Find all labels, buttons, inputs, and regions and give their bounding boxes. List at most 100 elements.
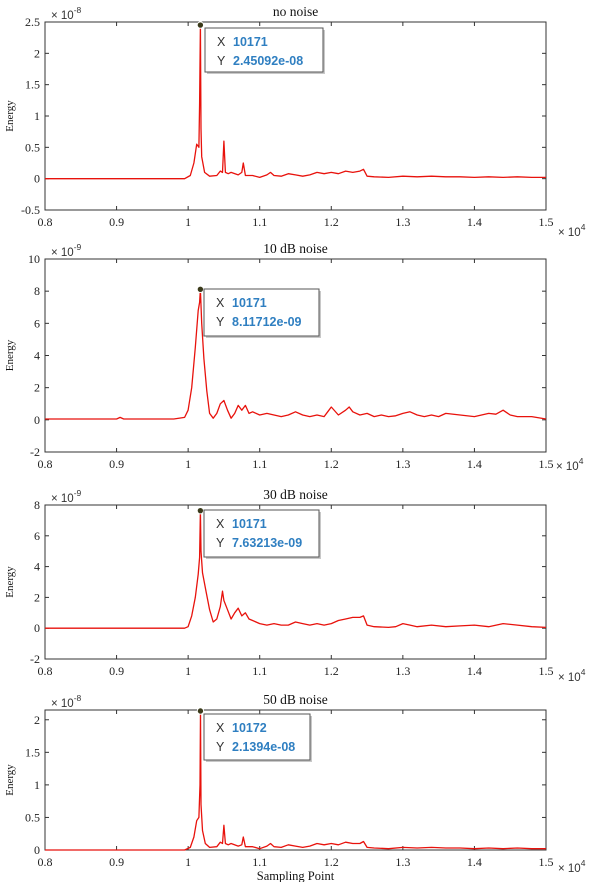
datatip-box <box>203 288 320 337</box>
x-tick-label: 0.9 <box>109 215 124 229</box>
x-exponent: × 104 <box>556 456 584 473</box>
x-tick-label: 0.8 <box>38 457 53 471</box>
plot-area <box>44 258 547 453</box>
x-tick-label: 1.3 <box>395 457 410 471</box>
y-tick-label: 1.5 <box>25 745 40 759</box>
x-tick-label: 1.3 <box>395 664 410 678</box>
series-line <box>45 24 546 180</box>
y-tick-label: 8 <box>34 284 40 298</box>
panel-2: 0.8 0.9 1 1.1 1.2 1.3 1.4 1.5 -2 0 2 4 6 8 10 10 dB noi… <box>4 241 584 473</box>
x-axis-label: Sampling Point <box>257 869 335 882</box>
x-tick-label: 1.1 <box>252 664 267 678</box>
y-axis-label: Energy <box>4 339 16 371</box>
y-exponent: × 10-9 <box>51 488 82 505</box>
datatip-x-key: X <box>216 517 225 531</box>
chart-title: 50 dB noise <box>263 692 328 707</box>
y-tick-label: 1 <box>34 109 40 123</box>
series-line <box>45 710 546 851</box>
x-tick-label: 1 <box>185 457 191 471</box>
y-tick-label: 2 <box>34 381 40 395</box>
y-tick-label: 4 <box>34 349 40 363</box>
datatip-x-value: 10171 <box>232 296 267 310</box>
datatip: X 10171 Y 7.63213e-09 <box>203 509 321 559</box>
x-tick-label: 1.4 <box>467 855 482 869</box>
x-tick-label: 1.1 <box>252 457 267 471</box>
panel-4: 0.8 0.9 1 1.1 1.2 1.3 1.4 1.5 0 0.5 1 1.5 2 50 dB noi… <box>4 692 586 882</box>
x-tick-label: 1.2 <box>324 215 339 229</box>
datatip: X 10171 Y 2.45092e-08 <box>204 27 325 74</box>
datatip-marker <box>196 21 205 29</box>
y-exponent: × 10-9 <box>51 242 82 259</box>
datatip-marker <box>196 506 205 515</box>
y-tick-label: 0 <box>34 413 40 427</box>
datatip-y-key: Y <box>217 54 226 68</box>
x-tick-label: 1 <box>185 855 191 869</box>
y-tick-label: 2 <box>34 713 40 727</box>
y-tick-label: 2.5 <box>25 15 40 29</box>
datatip-y-value: 7.63213e-09 <box>232 536 302 550</box>
datatip-y-value: 8.11712e-09 <box>232 315 302 329</box>
x-tick-label: 1.2 <box>324 664 339 678</box>
y-tick-label: 6 <box>34 529 40 543</box>
y-axis-label: Energy <box>4 100 16 132</box>
x-tick-label: 1.3 <box>395 215 410 229</box>
datatip-marker <box>196 707 205 715</box>
x-tick-label: 1.4 <box>467 664 482 678</box>
x-tick-label: 0.8 <box>38 855 53 869</box>
y-tick-label: 10 <box>28 252 40 266</box>
x-tick-label: 1.5 <box>539 855 554 869</box>
datatip-box <box>203 713 311 761</box>
chart-title: 10 dB noise <box>263 241 328 256</box>
y-tick-label: 0 <box>34 621 40 635</box>
datatip-x-value: 10172 <box>232 721 267 735</box>
x-tick-label: 1.1 <box>252 855 267 869</box>
y-tick-label: 1.5 <box>25 78 40 92</box>
y-tick-label: 2 <box>34 46 40 60</box>
x-exponent: × 104 <box>558 858 586 875</box>
datatip-x-value: 10171 <box>233 35 268 49</box>
x-tick-label: 1.5 <box>539 215 554 229</box>
x-tick-label: 0.8 <box>38 215 53 229</box>
datatip-x-value: 10171 <box>232 517 267 531</box>
x-tick-label: 0.9 <box>109 664 124 678</box>
x-tick-label: 1.2 <box>324 457 339 471</box>
panel-3: 0.8 0.9 1 1.1 1.2 1.3 1.4 1.5 -2 0 2 4 6 8 30 dB noise… <box>4 487 586 684</box>
x-tick-label: 1.3 <box>395 855 410 869</box>
y-tick-label: -2 <box>30 652 40 666</box>
datatip-y-key: Y <box>216 315 225 329</box>
y-tick-label: 0.5 <box>25 810 40 824</box>
chart-title: no noise <box>273 4 318 19</box>
panel-1: 0.8 0.9 1 1.1 1.2 1.3 1.4 1.5 -0.5 0 0.5 1 1.5 2 2.5 no… <box>4 4 586 239</box>
y-exponent: × 10-8 <box>51 5 82 22</box>
y-tick-label: -0.5 <box>21 203 40 217</box>
x-tick-label: 1.5 <box>539 457 554 471</box>
datatip-x-key: X <box>216 296 225 310</box>
y-tick-label: 0.5 <box>25 140 40 154</box>
x-exponent: × 104 <box>558 667 586 684</box>
y-tick-label: 0 <box>34 172 40 186</box>
datatip-box <box>203 509 320 558</box>
x-tick-label: 0.9 <box>109 457 124 471</box>
x-tick-label: 1.2 <box>324 855 339 869</box>
y-tick-label: 1 <box>34 778 40 792</box>
x-tick-label: 1 <box>185 664 191 678</box>
x-tick-label: 0.9 <box>109 855 124 869</box>
datatip: X 10172 Y 2.1394e-08 <box>203 713 312 762</box>
datatip-box <box>204 27 324 73</box>
y-tick-label: -2 <box>30 445 40 459</box>
datatip-y-value: 2.45092e-08 <box>233 54 303 68</box>
datatip-x-key: X <box>217 35 226 49</box>
x-tick-label: 1.1 <box>252 215 267 229</box>
datatip-y-value: 2.1394e-08 <box>232 740 295 754</box>
y-tick-label: 6 <box>34 316 40 330</box>
y-tick-label: 0 <box>34 843 40 857</box>
x-tick-label: 0.8 <box>38 664 53 678</box>
series-line <box>45 510 547 629</box>
y-axis-label: Energy <box>4 566 16 598</box>
datatip: X 10171 Y 8.11712e-09 <box>203 288 321 338</box>
x-tick-label: 1.4 <box>467 215 482 229</box>
datatip-marker <box>196 285 205 293</box>
y-axis-label: Energy <box>4 764 16 796</box>
x-tick-label: 1.5 <box>539 664 554 678</box>
